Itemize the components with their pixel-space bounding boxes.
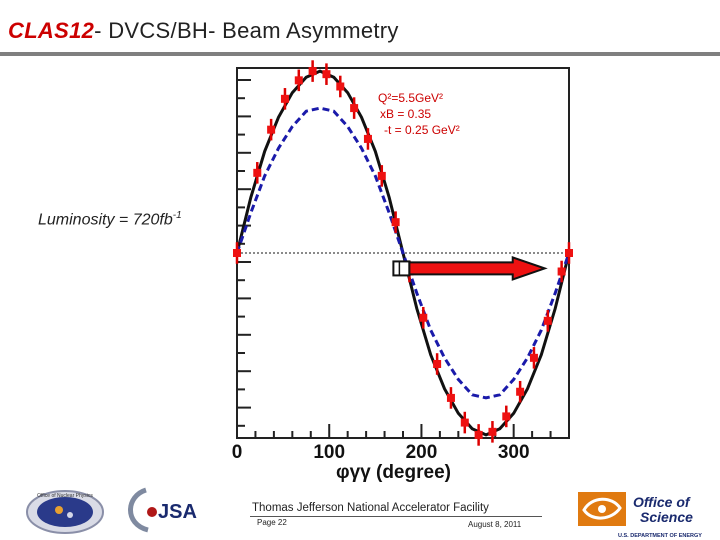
lab-name: Thomas Jefferson National Accelerator Fa… (252, 502, 489, 514)
jsa-logo: JSA (128, 487, 197, 533)
point-marker (474, 430, 483, 439)
data-point (363, 128, 372, 150)
luminosity-exponent: -1 (172, 210, 182, 221)
data-point (488, 421, 497, 443)
data-point (350, 97, 359, 119)
x-tick-label: 0 (232, 442, 243, 463)
point-marker (377, 171, 386, 180)
kin-q2: Q²=5.5GeV² (378, 91, 443, 105)
point-marker (294, 76, 303, 85)
point-marker (363, 134, 372, 143)
data-points (233, 60, 573, 446)
data-point (565, 242, 573, 264)
data-point (233, 242, 241, 264)
point-marker (502, 412, 511, 421)
point-marker (488, 427, 497, 436)
title-rest: - DVCS/BH- Beam Asymmetry (94, 18, 399, 43)
data-point (516, 380, 525, 403)
kin-xb: xB = 0.35 (380, 107, 431, 121)
slide-title: CLAS12- DVCS/BH- Beam Asymmetry (8, 18, 399, 44)
data-point (322, 63, 331, 85)
arrow-tail-box (392, 260, 411, 277)
series-dashed-curve (235, 106, 571, 400)
footer-divider (250, 516, 542, 517)
doe-text: U.S. DEPARTMENT OF ENERGY (618, 533, 702, 539)
point-marker (529, 353, 538, 362)
data-point (308, 60, 317, 82)
data-point (294, 69, 303, 92)
data-point (543, 310, 552, 332)
point-marker (322, 70, 331, 79)
data-point (502, 405, 511, 428)
data-point (280, 88, 289, 110)
data-point (433, 353, 442, 375)
point-marker (233, 249, 241, 257)
y-ticks (237, 79, 251, 427)
luminosity-text: Luminosity = 720fb (38, 211, 173, 229)
point-marker (267, 125, 276, 134)
data-point (557, 260, 566, 283)
point-marker (543, 316, 552, 325)
point-marker (460, 418, 469, 427)
point-marker (516, 387, 525, 396)
point-marker (253, 168, 262, 177)
arrow-shaft (408, 256, 548, 281)
point-marker (565, 249, 573, 257)
x-axis-label: φγγ (degree) (336, 462, 451, 483)
title-divider (0, 52, 720, 56)
point-marker (419, 313, 428, 322)
office-of-science-logo: Office of Science U.S. DEPARTMENT OF ENE… (578, 492, 702, 539)
title-prefix: CLAS12 (8, 18, 95, 43)
onp-text: Office of Nuclear Physics (37, 493, 93, 499)
nuclear-physics-logo: Office of Nuclear Physics (26, 490, 104, 534)
data-point (474, 424, 483, 446)
data-point (391, 211, 400, 233)
point-marker (433, 360, 442, 368)
data-point (419, 306, 428, 329)
x-tick-label: 200 (406, 442, 438, 463)
data-point (336, 75, 345, 98)
kin-t: -t = 0.25 GeV² (384, 123, 460, 137)
x-tick-label: 100 (313, 442, 345, 463)
page-number: Page 22 (257, 518, 287, 527)
data-point (253, 162, 262, 184)
point-marker (336, 82, 345, 91)
point-marker (280, 94, 289, 103)
point-marker (446, 393, 455, 402)
luminosity-label: Luminosity = 720fb-1 (38, 210, 182, 229)
slide-date: August 8, 2011 (468, 520, 522, 529)
data-point (460, 411, 469, 434)
data-point (377, 165, 386, 187)
ofs-line2: Science (640, 509, 693, 525)
jsa-text: JSA (158, 501, 197, 523)
phase-arrow (392, 256, 548, 281)
point-marker (557, 267, 566, 276)
data-point (267, 118, 276, 141)
ofs-line1: Office of (633, 494, 691, 510)
data-point (529, 347, 538, 369)
x-ticks: 0 100 200 300 (232, 424, 570, 463)
point-marker (308, 67, 317, 76)
data-point (446, 387, 455, 409)
point-marker (391, 218, 400, 227)
x-tick-label: 300 (498, 442, 530, 463)
point-marker (350, 104, 359, 113)
